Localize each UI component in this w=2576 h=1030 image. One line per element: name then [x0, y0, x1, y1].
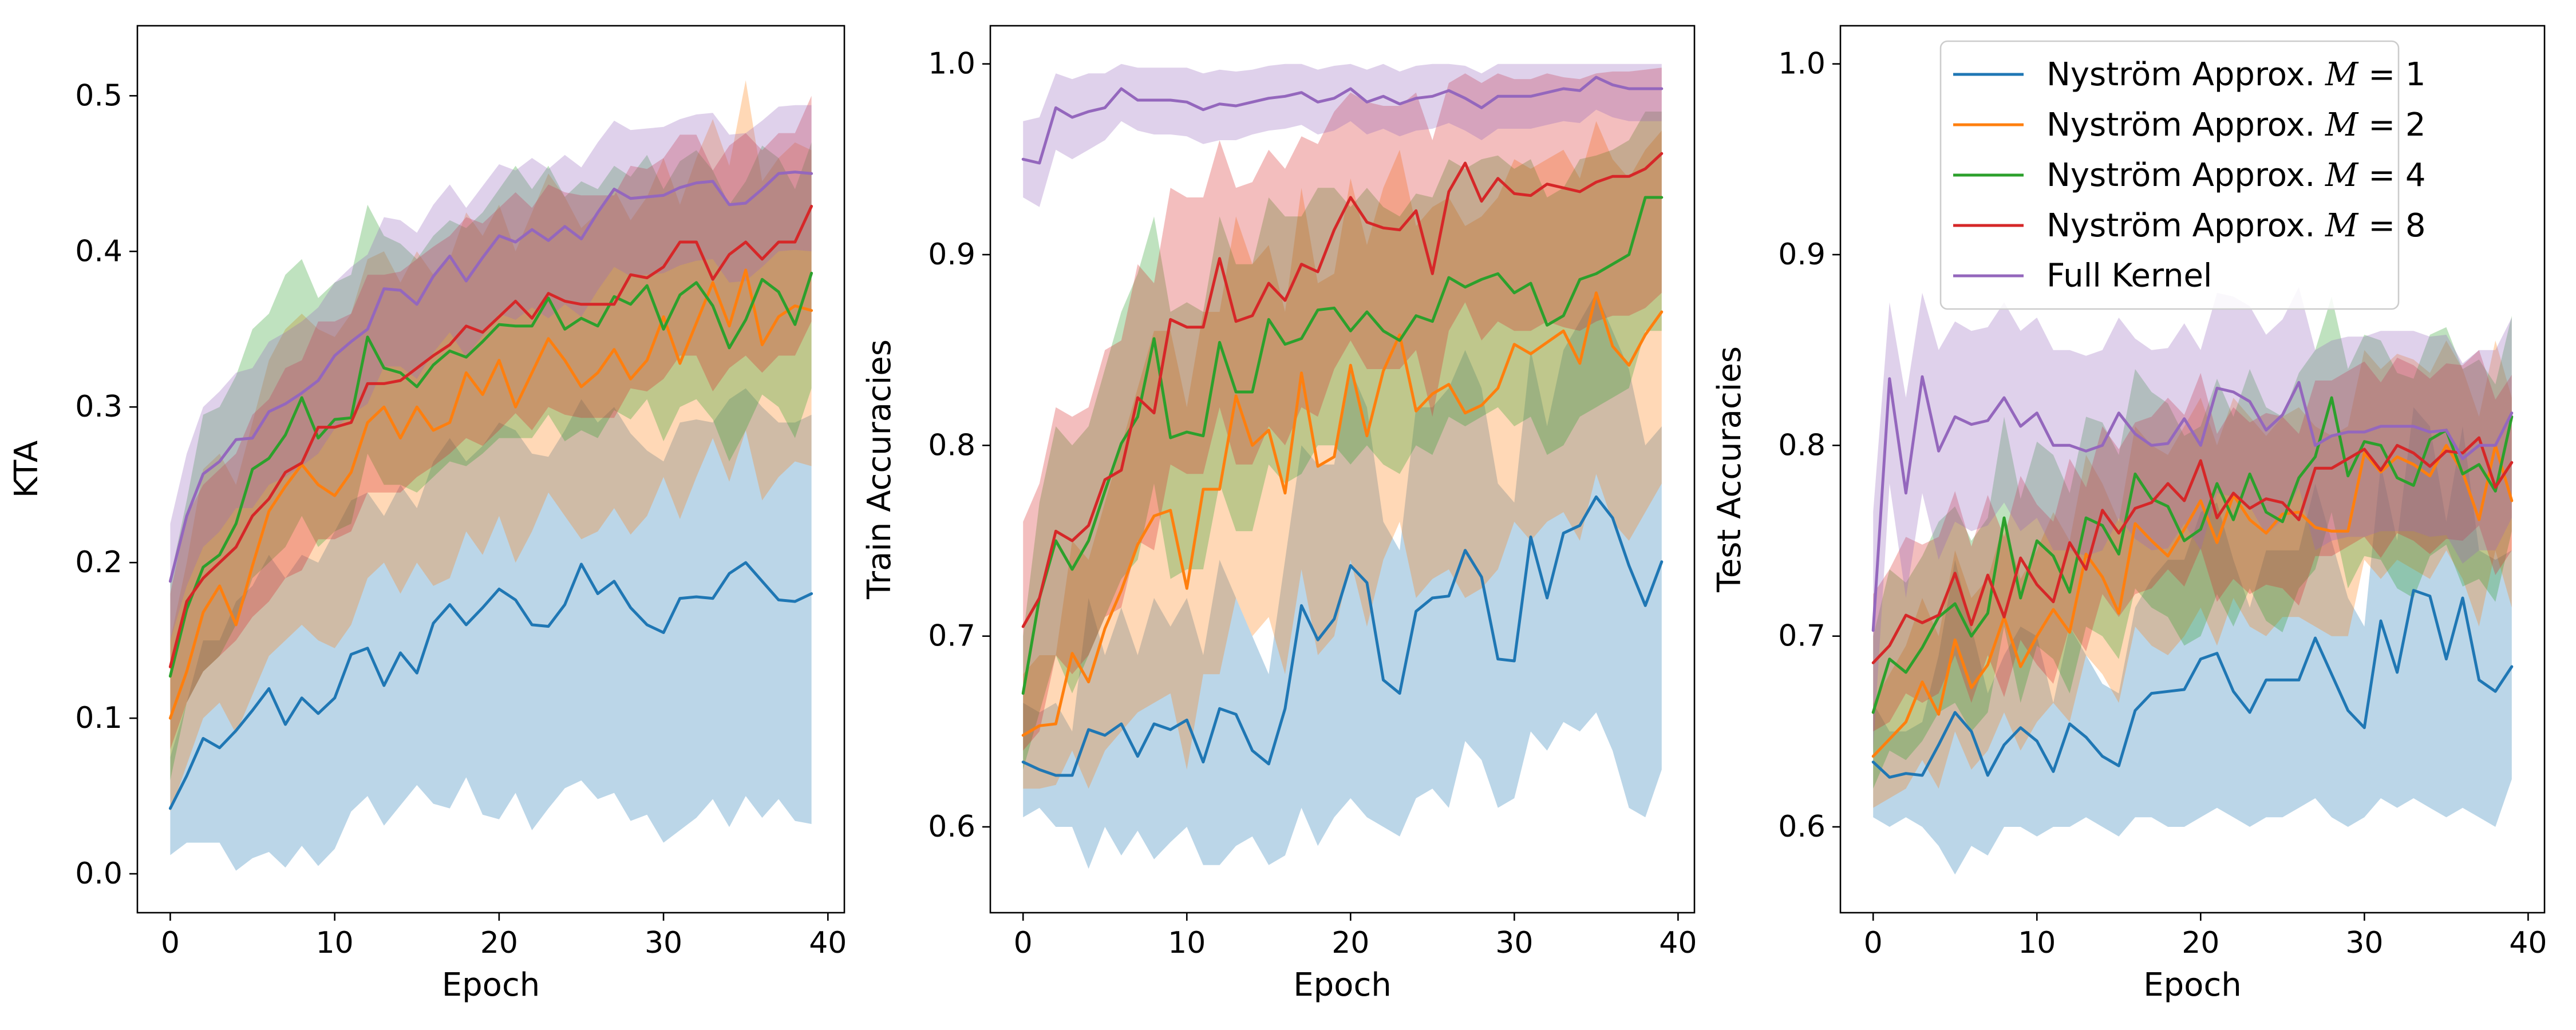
legend-label: Full Kernel	[2046, 258, 2212, 295]
x-tick-label: 20	[480, 926, 518, 960]
y-tick-label: 0.0	[75, 857, 123, 891]
y-tick-label: 0.9	[1778, 237, 1826, 272]
chart-panel-2: 0 10 20 30 40 0.6 0.7 0.8 0.9 1.0 Epoch Train Accur…	[861, 25, 1697, 1004]
y-tick-label: 1.0	[1778, 47, 1826, 81]
x-tick-label: 30	[1495, 926, 1533, 960]
y-tick-label: 0.4	[75, 234, 123, 268]
series-line-nystr-m-approx-m-1	[1871, 589, 2514, 779]
y-axis-label: KTA	[8, 441, 45, 498]
y-axis-label: Test Accuracies	[1711, 346, 1748, 593]
series-line-full-kernel	[1021, 76, 1664, 165]
y-tick-label: 1.0	[928, 47, 975, 81]
series-line-nystr-m-approx-m-8	[1871, 436, 2514, 664]
axes-frame	[1839, 25, 2546, 914]
axes-frame	[989, 25, 1696, 914]
series-line-nystr-m-approx-m-1	[168, 561, 813, 810]
x-tick-label: 10	[1168, 926, 1206, 960]
confidence-band-nystr-m-approx-m-8	[1873, 350, 2512, 732]
confidence-band-nystr-m-approx-m-1	[1023, 292, 1662, 869]
series-line-nystr-m-approx-m-8	[168, 204, 813, 668]
confidence-band-nystr-m-approx-m-4	[170, 142, 812, 781]
legend-label: Nyström Approx. M = 1	[2046, 56, 2426, 93]
confidence-band-full-kernel	[1023, 64, 1662, 207]
confidence-band-nystr-m-approx-m-1	[170, 388, 812, 871]
series-line-full-kernel	[168, 171, 813, 583]
series-line-full-kernel	[1871, 375, 2514, 632]
series-line-nystr-m-approx-m-1	[1021, 495, 1664, 777]
confidence-band-nystr-m-approx-m-4	[1873, 296, 2512, 789]
legend-label: Nyström Approx. M = 8	[2046, 207, 2426, 244]
y-tick-label: 0.8	[928, 428, 975, 462]
plot-area	[168, 80, 813, 871]
y-tick-label: 0.2	[75, 545, 123, 580]
series-line-nystr-m-approx-m-4	[168, 271, 813, 678]
x-tick-label: 10	[316, 926, 354, 960]
x-tick-label: 40	[1659, 926, 1697, 960]
x-tick-label: 20	[1332, 926, 1369, 960]
confidence-band-nystr-m-approx-m-4	[1023, 112, 1662, 770]
x-tick-label: 40	[2509, 926, 2547, 960]
confidence-band-nystr-m-approx-m-8	[170, 96, 812, 750]
legend: Nyström Approx. M = 1 Nyström Approx. M =…	[1939, 40, 2426, 310]
y-tick-label: 0.3	[75, 390, 123, 424]
x-tick-label: 10	[2018, 926, 2056, 960]
series-line-nystr-m-approx-m-2	[1871, 443, 2514, 758]
legend-label: Nyström Approx. M = 4	[2046, 157, 2426, 194]
confidence-band-nystr-m-approx-m-8	[1023, 68, 1662, 751]
confidence-band-nystr-m-approx-m-2	[170, 80, 812, 812]
y-tick-label: 0.7	[928, 619, 975, 653]
series-line-nystr-m-approx-m-2	[1021, 291, 1664, 737]
y-tick-label: 0.1	[75, 701, 123, 735]
y-tick-label: 0.9	[928, 237, 975, 272]
y-tick-label: 0.6	[1778, 810, 1826, 844]
axes-frame	[136, 25, 846, 914]
legend-box	[1939, 40, 2400, 310]
y-axis-label: Train Accuracies	[861, 339, 898, 600]
chart-panel-3: 0 10 20 30 40 0.6 0.7 0.8 0.9 1.0 Epoch Test Accura…	[1711, 25, 2547, 1004]
plot-area	[1021, 64, 1664, 869]
x-tick-label: 40	[809, 926, 847, 960]
confidence-band-nystr-m-approx-m-1	[1873, 407, 2512, 875]
x-axis-label: Epoch	[442, 966, 540, 1004]
y-tick-label: 0.8	[1778, 428, 1826, 462]
series-line-nystr-m-approx-m-2	[168, 268, 813, 720]
series-line-nystr-m-approx-m-4	[1871, 396, 2514, 714]
confidence-band-full-kernel	[170, 105, 812, 641]
x-axis-label: Epoch	[1293, 966, 1391, 1004]
confidence-band-full-kernel	[1873, 287, 2512, 751]
x-tick-label: 0	[161, 926, 180, 960]
confidence-band-nystr-m-approx-m-2	[1023, 121, 1662, 789]
series-line-nystr-m-approx-m-8	[1021, 152, 1664, 628]
x-tick-label: 30	[2345, 926, 2383, 960]
plot-area	[1871, 287, 2514, 875]
y-tick-label: 0.7	[1778, 619, 1826, 653]
x-tick-label: 30	[645, 926, 682, 960]
x-tick-label: 0	[1864, 926, 1883, 960]
legend-label: Nyström Approx. M = 2	[2046, 106, 2426, 144]
chart-panel-1: 0 10 20 30 40 0.0 0.1 0.2 0.3 0.4 0.5 Epoch KTA	[8, 25, 847, 1004]
x-tick-label: 20	[2182, 926, 2219, 960]
y-tick-label: 0.6	[928, 810, 975, 844]
y-tick-label: 0.5	[75, 78, 123, 113]
x-axis-label: Epoch	[2143, 966, 2241, 1004]
x-tick-label: 0	[1014, 926, 1033, 960]
